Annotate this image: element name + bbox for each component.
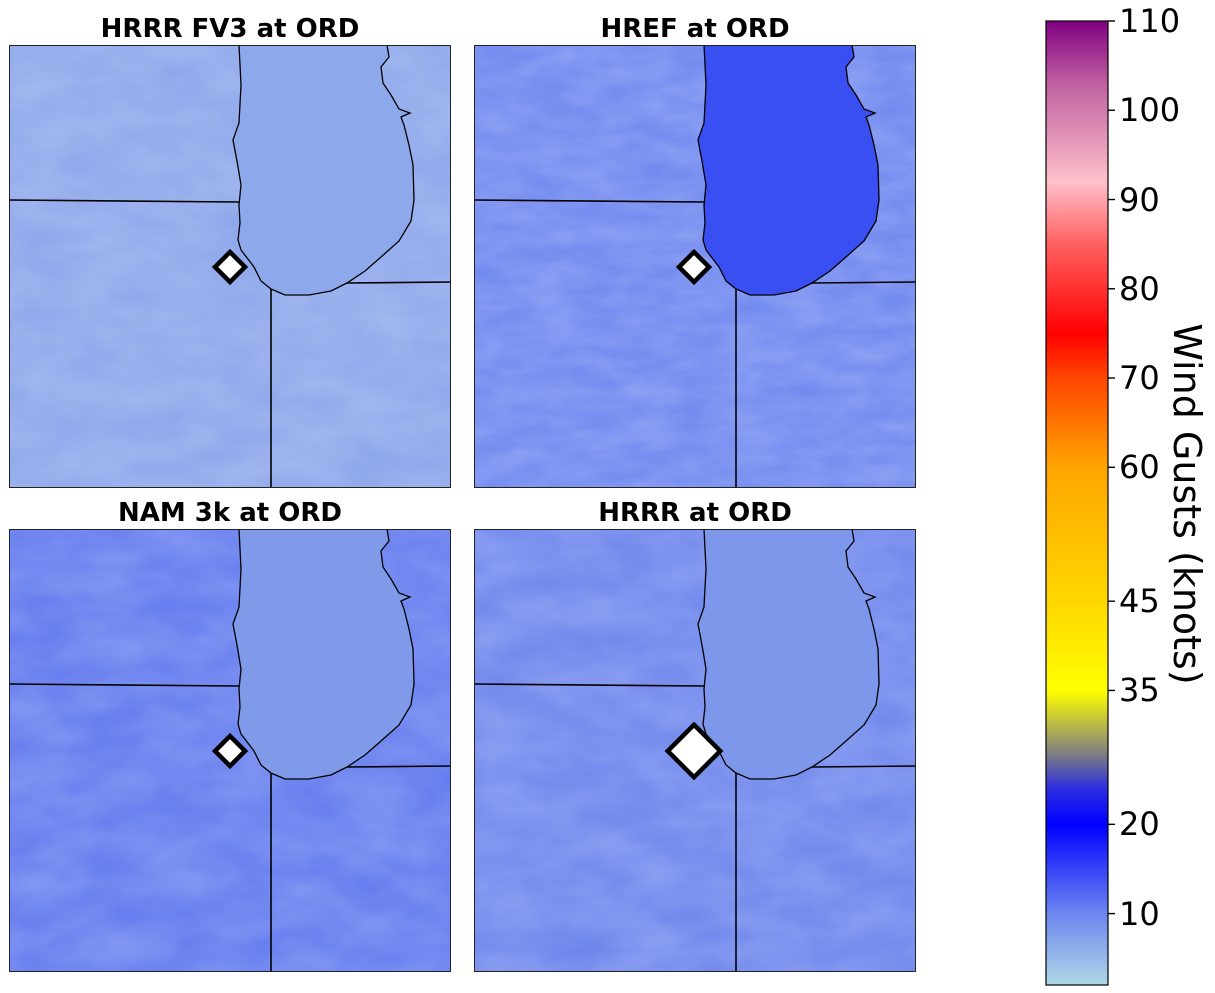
colorbar-gradient: [1045, 20, 1109, 986]
ord-station-marker-icon: [211, 732, 249, 770]
ord-station-marker-icon: [211, 248, 249, 286]
lake-shoreline: [232, 529, 415, 780]
colorbar-title: Wind Gusts (knots): [1165, 323, 1209, 685]
map-frame: [474, 45, 916, 488]
map-panel-hrrr-fv3: [9, 45, 451, 488]
state-border-2: [346, 281, 451, 284]
ord-station-marker-icon: [675, 248, 713, 286]
lake-michigan: [698, 45, 879, 295]
colorbar-tick-label: 90: [1119, 180, 1160, 219]
state-border-0: [474, 683, 705, 687]
state-border-2: [811, 281, 916, 284]
panel-title-hrrr: HRRR at ORD: [598, 498, 792, 528]
state-border-2: [346, 765, 451, 768]
state-border-0: [9, 683, 240, 687]
lake-shoreline: [697, 529, 880, 780]
colorbar-tick-label: 35: [1119, 671, 1160, 710]
map-frame: [9, 529, 451, 972]
colorbar: [1045, 20, 1115, 986]
map-frame: [9, 45, 451, 488]
colorbar-tick-label: 70: [1119, 359, 1160, 398]
colorbar-tick-label: 110: [1119, 2, 1181, 40]
colorbar-tick-label: 80: [1119, 269, 1160, 308]
lake-shoreline: [697, 45, 880, 296]
panel-title-nam-3k: NAM 3k at ORD: [118, 498, 342, 528]
state-border-0: [9, 199, 240, 203]
lake-michigan: [698, 529, 879, 779]
state-border-0: [474, 199, 705, 203]
lake-shoreline: [232, 45, 415, 296]
colorbar-tick-label: 20: [1119, 805, 1160, 844]
lake-michigan: [233, 529, 414, 779]
ord-station-marker-icon: [664, 721, 724, 781]
panel-title-href: HREF at ORD: [600, 14, 790, 44]
lake-michigan: [233, 45, 414, 295]
colorbar-tick-label: 45: [1119, 582, 1160, 621]
state-border-2: [811, 765, 916, 768]
map-panel-hrrr: [474, 529, 916, 972]
panel-title-hrrr-fv3: HRRR FV3 at ORD: [100, 14, 360, 44]
colorbar-tick-label: 60: [1119, 448, 1160, 487]
colorbar-tick-label: 100: [1119, 91, 1181, 130]
map-panel-nam-3k: [9, 529, 451, 972]
map-frame: [474, 529, 916, 972]
colorbar-tick-label: 10: [1119, 894, 1160, 933]
map-panel-href: [474, 45, 916, 488]
